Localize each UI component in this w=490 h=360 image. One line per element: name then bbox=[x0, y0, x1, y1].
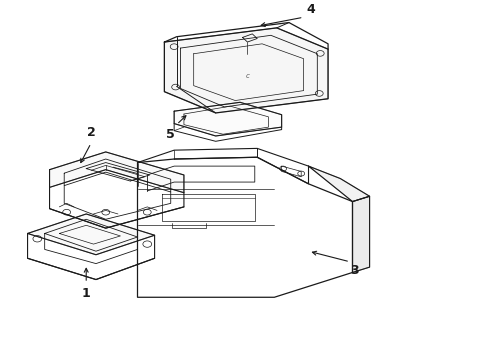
Text: 4: 4 bbox=[307, 3, 316, 16]
Polygon shape bbox=[309, 166, 369, 202]
Polygon shape bbox=[49, 152, 184, 193]
Text: 1: 1 bbox=[82, 287, 91, 300]
Text: 5: 5 bbox=[167, 128, 175, 141]
Polygon shape bbox=[174, 102, 282, 136]
Polygon shape bbox=[352, 196, 369, 273]
Text: 2: 2 bbox=[87, 126, 96, 139]
Polygon shape bbox=[164, 28, 328, 113]
Polygon shape bbox=[27, 214, 155, 255]
Text: 3: 3 bbox=[351, 264, 359, 277]
Text: c: c bbox=[245, 73, 249, 79]
